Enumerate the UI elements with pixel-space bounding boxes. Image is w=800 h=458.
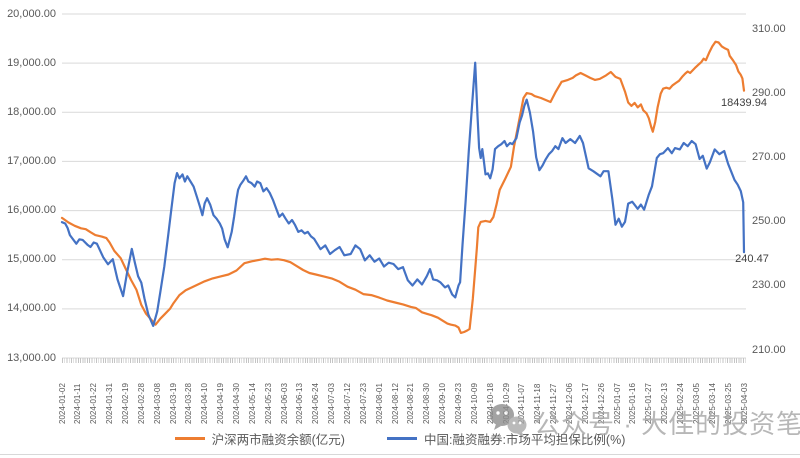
x-axis-tick-label: 2024-01-31 [105,383,115,424]
left-axis-tick-label: 16,000.00 [7,204,56,217]
x-axis-tick-label: 2025-02-13 [660,383,670,424]
x-axis-tick-label: 2024-07-03 [327,383,337,424]
x-axis-tick-label: 2024-10-29 [501,383,511,424]
x-axis-tick-label: 2024-12-06 [565,383,575,424]
x-axis-tick-label: 2024-12-26 [596,383,606,424]
x-axis-tick-label: 2025-02-24 [676,383,686,424]
left-axis-tick-label: 19,000.00 [7,56,56,69]
x-axis-tick-label: 2024-03-08 [152,383,162,424]
blue-line-swatch [386,437,417,440]
x-axis-tick-label: 2024-05-23 [263,383,273,424]
x-axis-tick-label: 2024-02-19 [120,383,130,424]
x-axis-tick-label: 2025-04-03 [739,383,749,424]
legend-item-financing-balance: 沪深两市融资余额(亿元) [174,429,345,448]
x-axis-tick-label: 2025-01-07 [612,383,622,424]
x-axis-tick-label: 2025-03-05 [691,383,701,424]
x-axis-tick-label: 2024-08-21 [406,383,416,424]
legend-label-financing-balance: 沪深两市融资余额(亿元) [211,433,345,447]
right-axis-tick-label: 290.00 [752,86,786,99]
legend-label-guarantee-ratio: 中国:融资融券:市场平均担保比例(%) [423,433,626,447]
x-axis-tick-label: 2025-03-25 [723,383,733,424]
blue-series-end-data-label: 240.47 [735,253,769,266]
x-axis-tick-label: 2024-01-02 [57,383,67,424]
x-axis-tick-label: 2024-09-10 [438,383,448,424]
x-axis-tick-label: 2024-07-23 [358,383,368,424]
x-axis-tick-label: 2025-01-27 [644,383,654,424]
financing-balance-line [60,40,746,334]
left-axis-tick-label: 20,000.00 [7,7,56,20]
x-axis-tick-label: 2024-06-03 [279,383,289,424]
right-axis-tick-label: 250.00 [752,215,786,228]
x-axis-tick-label: 2024-03-19 [168,383,178,424]
orange-line-swatch [174,437,205,440]
right-axis-tick-label: 210.00 [752,343,786,356]
x-axis-tick-label: 2024-09-23 [454,383,463,424]
left-axis-tick-label: 15,000.00 [7,253,56,266]
x-axis-tick-label: 2025-01-16 [628,383,638,424]
left-axis-tick-label: 14,000.00 [7,302,56,315]
x-axis-tick-label: 2024-08-01 [374,383,384,424]
x-axis-tick-label: 2024-07-12 [342,383,352,424]
x-axis-tick-label: 2024-02-28 [136,383,146,424]
x-axis-tick-label: 2024-08-30 [422,383,432,424]
right-axis-tick-label: 310.00 [752,22,786,35]
bottom-divider [0,454,800,455]
x-axis-tick-marks [62,358,746,363]
legend-item-guarantee-ratio: 中国:融资融券:市场平均担保比例(%) [386,429,626,448]
x-axis-tick-label: 2024-11-27 [549,383,559,424]
x-axis-tick-label: 2024-04-30 [231,383,241,424]
x-axis-tick-label: 2024-11-07 [517,383,527,424]
x-axis-tick-label: 2024-10-18 [485,383,495,424]
legend: 沪深两市融资余额(亿元) 中国:融资融券:市场平均担保比例(%) [0,429,800,448]
x-axis-tick-label: 2024-06-13 [295,383,305,424]
x-axis-tick-label: 2024-04-19 [216,383,226,424]
x-axis-tick-label: 2024-03-28 [184,383,194,424]
x-axis-tick-label: 2024-06-24 [311,383,321,424]
x-axis-tick-label: 2024-08-12 [390,383,400,424]
orange-series-end-data-label: 18439.94 [721,96,767,109]
x-axis-tick-label: 2024-12-17 [580,383,590,424]
x-axis-tick-label: 2024-05-14 [247,383,257,424]
x-axis-tick-label: 2024-01-11 [73,383,83,424]
x-axis-tick-label: 2024-11-18 [533,383,543,424]
left-axis-tick-label: 17,000.00 [7,154,56,167]
x-axis-tick-label: 2025-03-14 [707,383,717,424]
guarantee-ratio-line [60,61,746,327]
x-axis-tick-label: 2024-10-09 [469,383,479,424]
x-axis-tick-label: 2024-01-22 [89,383,99,424]
right-axis-tick-label: 270.00 [752,150,786,163]
left-axis-tick-label: 13,000.00 [7,351,56,364]
left-axis-tick-label: 18,000.00 [7,105,56,118]
right-axis-tick-label: 230.00 [752,279,786,292]
x-axis-tick-label: 2024-04-10 [200,383,210,424]
